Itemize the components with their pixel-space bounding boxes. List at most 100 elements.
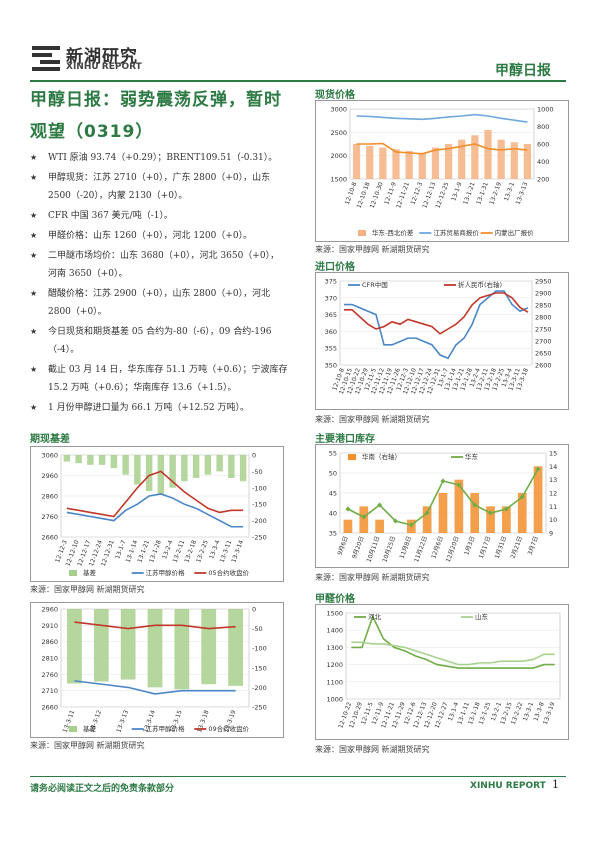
y2-tick-label: 2600 [535, 362, 552, 370]
x-tick-label: 10月11日 [366, 535, 382, 563]
x-tick-label: 13-3-13 [515, 181, 530, 206]
bar [517, 493, 527, 533]
y-tick-label: 2660 [41, 534, 58, 542]
bar [228, 609, 243, 686]
series-point [440, 478, 446, 484]
bar [379, 147, 387, 179]
legend-label: 江苏甲醇价格 [146, 568, 186, 577]
series-line [356, 113, 528, 123]
star-icon: ★ [30, 173, 38, 182]
y-tick-label: 350 [325, 362, 337, 370]
bullet-text: 截止 03 月 14 日，华东库存 51.1 万吨（+0.6）；宁波库存 15.… [48, 365, 288, 393]
bar [181, 455, 188, 482]
series-point [456, 482, 462, 488]
bar [239, 455, 247, 482]
y2-tick-label: 9 [549, 530, 553, 538]
y-tick-label: 3000 [330, 106, 347, 114]
series-line [74, 621, 236, 630]
x-tick-label: 1月3日 [463, 535, 476, 556]
bar [359, 506, 369, 533]
logo-text-en: XINHU REPORT [66, 62, 142, 72]
y-tick-label: 2960 [41, 606, 58, 614]
bar [431, 147, 440, 179]
legend-swatch [358, 230, 366, 236]
y2-tick-label: -100 [252, 484, 267, 492]
section-title-formaldehyde: 甲醛价格 [315, 594, 355, 605]
x-tick-label: 12-10-30 [369, 181, 385, 209]
y-tick-label: 360 [325, 328, 337, 336]
bar [405, 151, 413, 179]
bar [75, 455, 82, 464]
bar [174, 609, 190, 690]
x-tick-label: 12-11-9 [383, 181, 398, 206]
y2-tick-label: -200 [252, 684, 267, 692]
y-tick-label: 1000 [326, 696, 343, 704]
series-line [351, 641, 555, 666]
logo-text-cn: 新湖研究 [66, 47, 138, 67]
x-tick-label: 13-1-31 [475, 181, 490, 206]
bar [392, 149, 400, 179]
y2-tick-label: 600 [537, 141, 549, 149]
y-tick-label: 35 [329, 530, 337, 538]
page-number: 1 [552, 778, 559, 791]
y-tick-label: 2910 [41, 622, 58, 630]
y2-tick-label: 0 [252, 606, 256, 614]
source-note: 来源：国家甲醇网 新湖期货研究 [315, 415, 430, 424]
section-title-basis: 期现基差 [30, 434, 70, 445]
bullet-item: ★ 甲醇现货：江苏 2710（+0），广东 2800（+0），山东 2500（-2… [30, 169, 288, 205]
y-tick-label: 365 [325, 311, 337, 319]
bar [98, 455, 106, 465]
bar [444, 144, 453, 179]
x-tick-label: 12月20日 [445, 535, 461, 563]
y-tick-label: 1500 [326, 610, 343, 618]
series-point [519, 494, 525, 500]
footer-disclaimer: 请务必阅读正文之后的免责条款部分 [30, 784, 175, 794]
chart-basis-svg: 2660 2760 2860 2960 3060 -250 -200 -150 -100 -50 0… [41, 452, 267, 578]
x-tick-label: 9月6日 [337, 535, 350, 556]
chart-basis: 2660 2760 2860 2960 3060 -250 -200 -150 -100 -50 0… [30, 446, 284, 582]
bar [470, 493, 480, 533]
legend-label: 山东 [475, 612, 489, 621]
y-tick-label: 1100 [326, 678, 343, 686]
bullet-text: CFR 中国 367 美元/吨（-1）。 [48, 211, 173, 221]
y-tick-label: 2810 [41, 655, 58, 663]
y-tick-label: 2860 [41, 638, 58, 646]
bullet-text: 二甲醚市场均价：山东 3680（+0），河北 3650（+0），河南 3650（… [48, 251, 280, 279]
bullet-item: ★ 今日现货和期货基差 05 合约为-80（-6），09 合约-196（-4）。 [30, 323, 288, 359]
series-point [408, 522, 414, 528]
legend-label: 基差 [83, 724, 97, 733]
x-tick-label: 12月6日 [430, 535, 445, 559]
y2-tick-label: 2950 [535, 278, 552, 286]
x-tick-label: 1月17日 [478, 535, 493, 559]
x-tick-label: 9月20日 [351, 535, 366, 559]
bullet-item: ★ 截止 03 月 14 日，华东库存 51.1 万吨（+0.6）；宁波库存 15… [30, 361, 288, 397]
y2-tick-label: 200 [537, 176, 549, 184]
y2-tick-label: 2750 [535, 326, 552, 334]
bar [523, 144, 532, 179]
bar [204, 455, 212, 475]
star-icon: ★ [30, 211, 38, 220]
legend-label: 05合约收盘价 [208, 568, 249, 577]
bar [471, 135, 479, 179]
y-tick-label: 2760 [41, 671, 58, 679]
y-tick-label: 1500 [330, 176, 347, 184]
chart-spot-svg: 1500 2000 2500 3000 200 400 600 800 1000 12-10-8 1… [330, 106, 553, 238]
legend-label: CFR中国 [362, 280, 388, 289]
bar [201, 609, 217, 685]
source-note: 来源：国家甲醇网 新湖期货研究 [315, 245, 430, 254]
chart-formaldehyde-svg: 10001100120013001400150012-10-2212-10-29… [326, 610, 561, 729]
y-tick-label: 45 [329, 490, 337, 498]
y-tick-label: 375 [325, 278, 337, 286]
footer-brand: XINHU REPORT [470, 781, 546, 791]
section-title-inventory: 主要港口库存 [315, 434, 375, 445]
star-icon: ★ [30, 251, 38, 260]
y2-tick-label: -250 [252, 534, 267, 542]
bar [134, 455, 141, 485]
y-tick-label: 50 [329, 470, 337, 478]
y2-tick-label: -100 [252, 645, 267, 653]
y2-tick-label: -50 [252, 468, 263, 476]
x-tick-label: 13-3-1 [503, 181, 516, 202]
y-tick-label: 40 [329, 510, 337, 518]
logo: 新湖研究 XINHU REPORT [30, 42, 190, 76]
legend-label: 江苏贸易商报价 [433, 228, 479, 237]
